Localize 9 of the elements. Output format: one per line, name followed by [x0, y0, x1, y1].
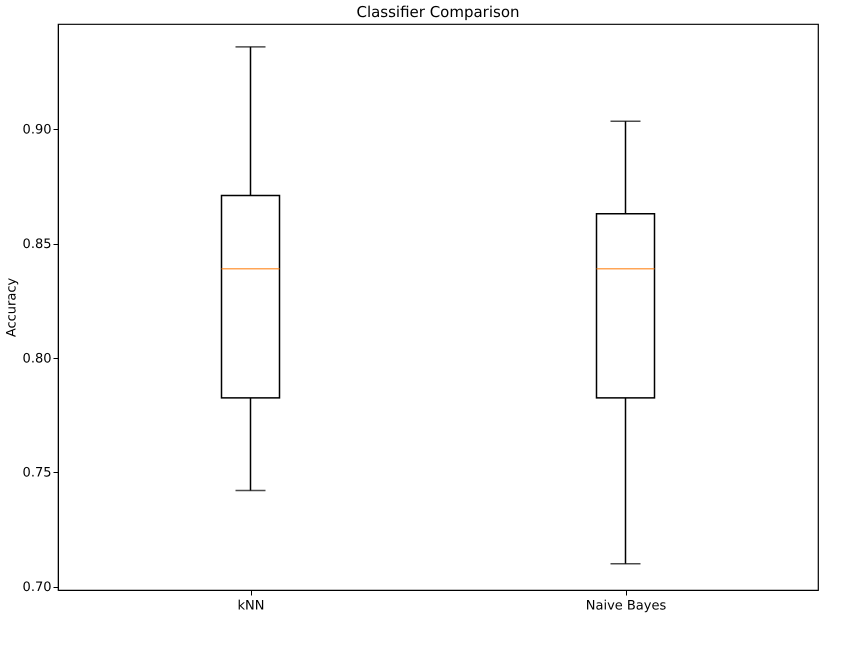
x-tick-label: kNN [238, 598, 264, 614]
x-tick-label: Naive Bayes [586, 598, 666, 614]
y-tick-label: 0.80 [22, 351, 52, 366]
y-tick-label: 0.75 [22, 466, 52, 481]
y-tick-label: 0.85 [22, 237, 52, 252]
y-tick-label: 0.90 [22, 122, 52, 138]
chart-title: Classifier Comparison [356, 3, 520, 21]
y-tick-label: 0.70 [22, 580, 52, 596]
y-axis-title: Accuracy [4, 278, 20, 338]
